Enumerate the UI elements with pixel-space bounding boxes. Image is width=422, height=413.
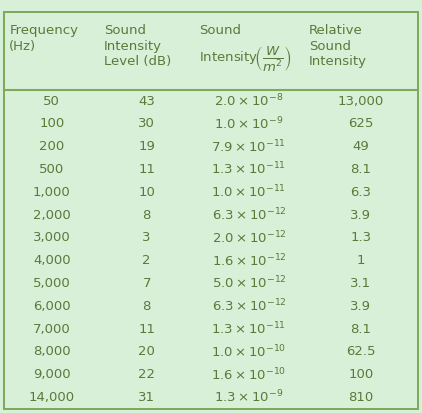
Text: 1.3: 1.3: [350, 231, 371, 244]
Text: 200: 200: [39, 140, 64, 153]
Text: Sound: Sound: [104, 24, 146, 37]
Text: Relative: Relative: [309, 24, 362, 37]
Text: 3,000: 3,000: [33, 231, 70, 244]
Text: 100: 100: [348, 368, 373, 381]
Text: Sound: Sound: [309, 40, 351, 52]
Text: Intensity: Intensity: [104, 40, 162, 52]
Text: $2.0 \times 10^{-12}$: $2.0 \times 10^{-12}$: [211, 230, 287, 246]
Text: 9,000: 9,000: [33, 368, 70, 381]
Text: 100: 100: [39, 117, 64, 131]
Text: (Hz): (Hz): [9, 40, 36, 52]
Text: 4,000: 4,000: [33, 254, 70, 267]
Text: $6.3 \times 10^{-12}$: $6.3 \times 10^{-12}$: [211, 207, 287, 223]
Text: Level (dB): Level (dB): [104, 55, 171, 68]
Text: 500: 500: [39, 163, 64, 176]
Text: 8.1: 8.1: [350, 323, 371, 336]
Text: Sound: Sound: [199, 24, 241, 37]
Text: 6.3: 6.3: [350, 186, 371, 199]
Text: 20: 20: [138, 345, 155, 358]
Text: 5,000: 5,000: [33, 277, 70, 290]
Text: 31: 31: [138, 391, 155, 404]
Text: Frequency: Frequency: [9, 24, 78, 37]
Text: 7: 7: [142, 277, 151, 290]
Text: 13,000: 13,000: [338, 95, 384, 108]
Text: $1.6 \times 10^{-12}$: $1.6 \times 10^{-12}$: [211, 252, 287, 269]
Text: $1.3 \times 10^{-9}$: $1.3 \times 10^{-9}$: [214, 389, 284, 406]
Text: $2.0 \times 10^{-8}$: $2.0 \times 10^{-8}$: [214, 93, 284, 109]
Text: 3.9: 3.9: [350, 209, 371, 222]
Text: $5.0 \times 10^{-12}$: $5.0 \times 10^{-12}$: [211, 275, 287, 292]
Text: 1,000: 1,000: [33, 186, 70, 199]
Text: 50: 50: [43, 95, 60, 108]
Text: 8: 8: [143, 209, 151, 222]
Text: Intensity: Intensity: [309, 55, 367, 68]
Text: 19: 19: [138, 140, 155, 153]
Text: Intensity$\!\left(\dfrac{W}{m^2}\right)$: Intensity$\!\left(\dfrac{W}{m^2}\right)$: [199, 44, 292, 73]
Text: 43: 43: [138, 95, 155, 108]
Text: 10: 10: [138, 186, 155, 199]
Text: $1.0 \times 10^{-11}$: $1.0 \times 10^{-11}$: [211, 184, 287, 201]
Text: 3.9: 3.9: [350, 300, 371, 313]
Text: 22: 22: [138, 368, 155, 381]
Text: 8,000: 8,000: [33, 345, 70, 358]
Text: 8: 8: [143, 300, 151, 313]
Text: $7.9 \times 10^{-11}$: $7.9 \times 10^{-11}$: [211, 138, 287, 155]
Text: 2: 2: [142, 254, 151, 267]
Text: 49: 49: [352, 140, 369, 153]
Text: $1.0 \times 10^{-10}$: $1.0 \times 10^{-10}$: [211, 344, 287, 360]
Text: 8.1: 8.1: [350, 163, 371, 176]
Text: 3.1: 3.1: [350, 277, 371, 290]
Text: 7,000: 7,000: [33, 323, 70, 336]
Text: 30: 30: [138, 117, 155, 131]
Text: 1: 1: [357, 254, 365, 267]
Text: 2,000: 2,000: [33, 209, 70, 222]
Text: $1.3 \times 10^{-11}$: $1.3 \times 10^{-11}$: [211, 161, 287, 178]
Text: 625: 625: [348, 117, 373, 131]
Text: $1.6 \times 10^{-10}$: $1.6 \times 10^{-10}$: [211, 366, 287, 383]
Text: 3: 3: [142, 231, 151, 244]
Text: 14,000: 14,000: [29, 391, 75, 404]
Text: 62.5: 62.5: [346, 345, 376, 358]
Text: $6.3 \times 10^{-12}$: $6.3 \times 10^{-12}$: [211, 298, 287, 315]
Text: $1.0 \times 10^{-9}$: $1.0 \times 10^{-9}$: [214, 116, 284, 132]
Text: 11: 11: [138, 163, 155, 176]
Text: 11: 11: [138, 323, 155, 336]
Text: $1.3 \times 10^{-11}$: $1.3 \times 10^{-11}$: [211, 321, 287, 337]
Text: 6,000: 6,000: [33, 300, 70, 313]
Text: 810: 810: [348, 391, 373, 404]
